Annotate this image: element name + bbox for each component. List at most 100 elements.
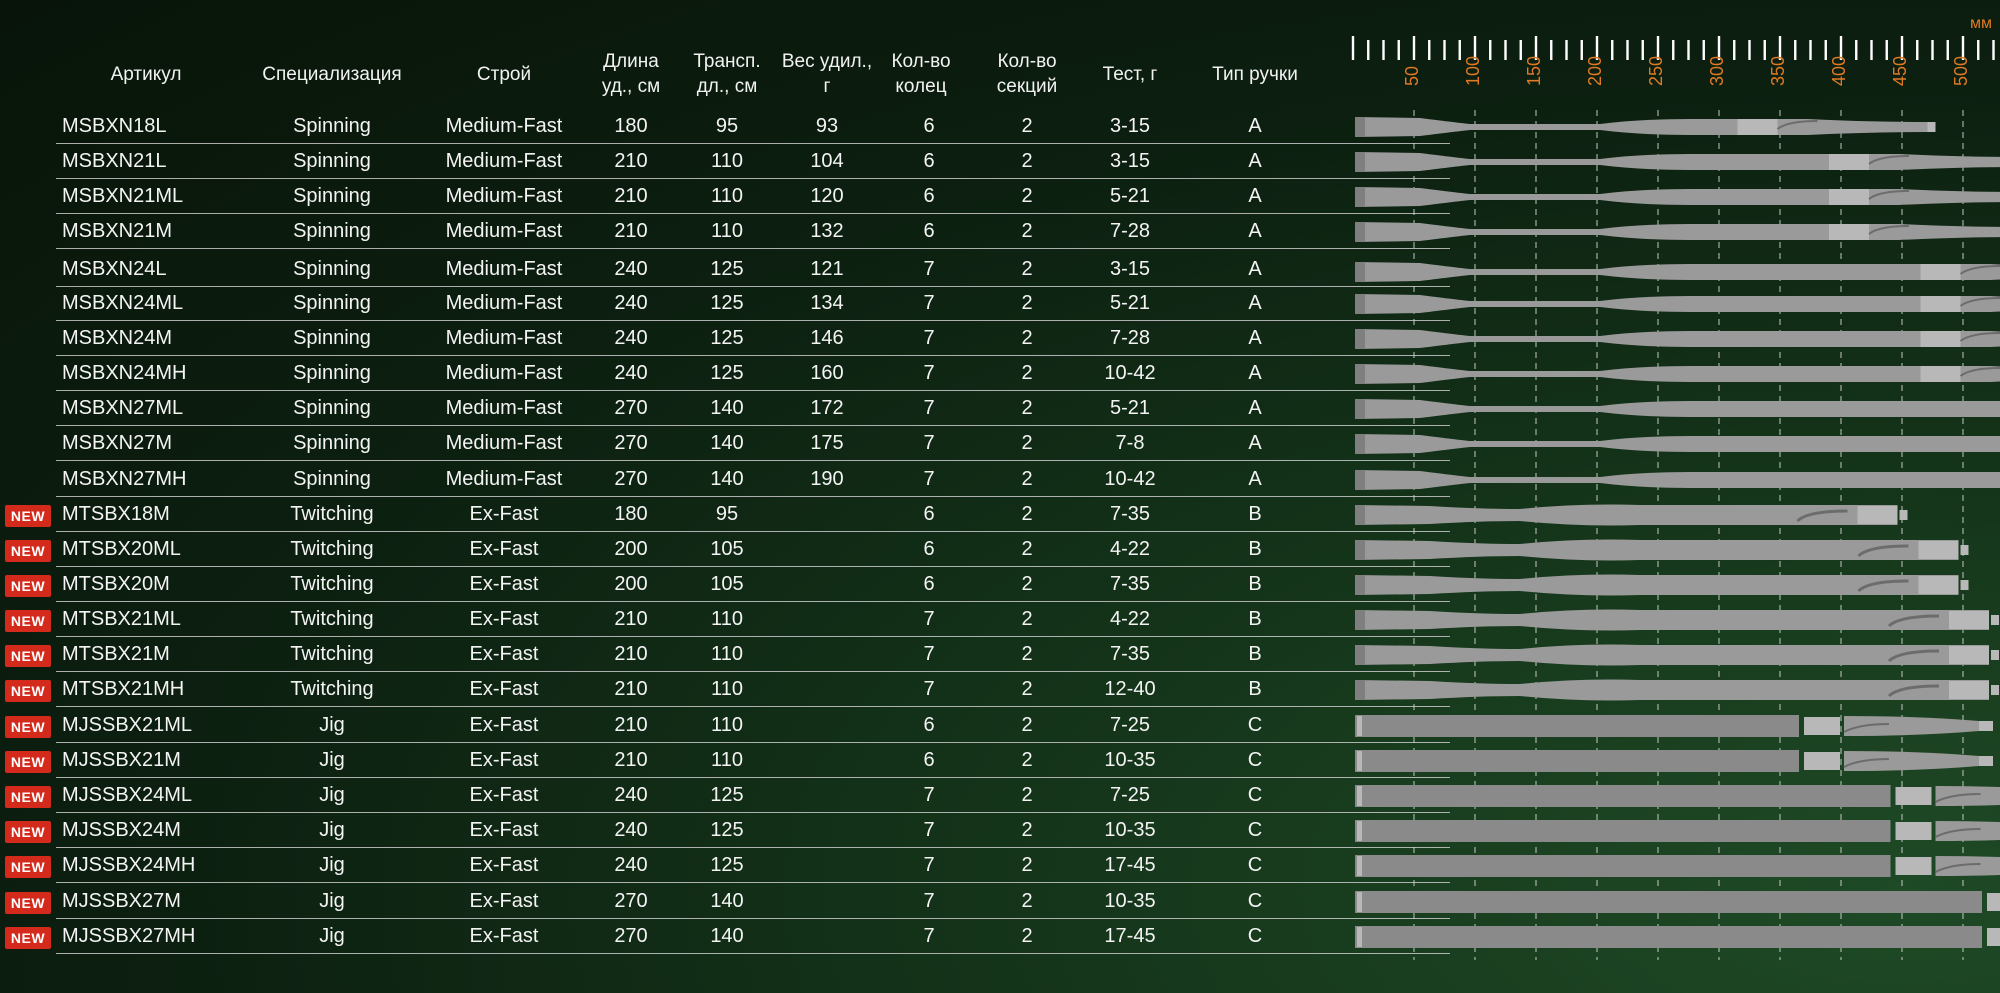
cell-handle: A (1248, 397, 1262, 419)
cell-weight: 160 (810, 362, 844, 384)
row-divider (56, 248, 1450, 249)
row-divider (56, 636, 1450, 637)
cell-transport: 95 (715, 115, 739, 137)
row-divider (56, 425, 1450, 426)
ruler-label: 50 (1402, 66, 1422, 86)
cell-handle: C (1247, 784, 1263, 806)
cell-article: MTSBX20ML (62, 538, 181, 560)
cell-article: MJSSBX21ML (62, 714, 193, 736)
ruler-unit-label: мм (1970, 15, 1992, 32)
cell-rings: 6 (923, 185, 935, 207)
cell-weight: 190 (810, 468, 844, 490)
ruler-label: 400 (1829, 56, 1849, 86)
cell-transport: 140 (710, 468, 744, 490)
table-row: NEW MJSSBX24MH Jig Ex-Fast 240 125 7 2 17-45 C (0, 848, 1450, 883)
cell-weight: 172 (810, 397, 844, 419)
cell-action: Medium-Fast (445, 185, 563, 207)
table-row: NEW MTSBX18M Twitching Ex-Fast 180 95 6 2 7-35 B (0, 497, 1450, 532)
row-divider (56, 671, 1450, 672)
cell-spec: Twitching (290, 538, 374, 560)
table-row: MSBXN27MH Spinning Medium-Fast 270 140 190 7 2 1… (0, 462, 1450, 497)
cell-rings: 7 (923, 468, 935, 490)
row-divider (56, 601, 1450, 602)
ruler-label: 450 (1890, 56, 1910, 86)
cell-test: 10-35 (1104, 749, 1156, 771)
cell-weight: 175 (810, 432, 844, 454)
cell-sections: 2 (1021, 643, 1033, 665)
cell-sections: 2 (1021, 115, 1033, 137)
cell-spec: Twitching (290, 678, 374, 700)
cell-test: 10-42 (1104, 362, 1156, 384)
cell-spec: Jig (319, 714, 345, 736)
cell-rings: 7 (923, 292, 935, 314)
cell-test: 5-21 (1109, 397, 1151, 419)
cell-spec: Twitching (290, 573, 374, 595)
cell-handle: B (1248, 678, 1262, 700)
cell-test: 3-15 (1109, 150, 1151, 172)
cell-action: Ex-Fast (469, 890, 539, 912)
cell-handle: B (1248, 643, 1262, 665)
cell-rings: 6 (923, 115, 935, 137)
rod-silhouette (1355, 504, 1908, 526)
cell-sections: 2 (1021, 749, 1033, 771)
cell-spec: Spinning (293, 220, 371, 242)
cell-article: MTSBX21M (62, 643, 170, 665)
cell-action: Ex-Fast (469, 854, 539, 876)
cell-rings: 7 (923, 819, 935, 841)
cell-weight: 120 (810, 185, 844, 207)
row-divider (56, 531, 1450, 532)
row-divider (56, 706, 1450, 707)
table-row: MSBXN18L Spinning Medium-Fast 180 95 93 6 2 3-15… (0, 109, 1450, 144)
rod-silhouette (1355, 294, 2000, 314)
cell-article: MTSBX20M (62, 573, 170, 595)
cell-article: MSBXN27M (62, 432, 173, 454)
row-divider (56, 178, 1450, 179)
cell-length: 240 (614, 784, 648, 806)
cell-test: 5-21 (1109, 292, 1151, 314)
rod-silhouette (1355, 434, 2000, 454)
cell-rings: 7 (923, 854, 935, 876)
row-divider (56, 460, 1450, 461)
cell-sections: 2 (1021, 608, 1033, 630)
row-divider (56, 320, 1450, 321)
cell-action: Medium-Fast (445, 432, 563, 454)
cell-rings: 7 (923, 258, 935, 280)
cell-spec: Jig (319, 854, 345, 876)
row-divider (56, 882, 1450, 883)
table-row: MSBXN24ML Spinning Medium-Fast 240 125 134 7 2 5… (0, 286, 1450, 321)
cell-handle: A (1248, 220, 1262, 242)
row-divider (56, 742, 1450, 743)
cell-spec: Spinning (293, 362, 371, 384)
row-divider (56, 143, 1450, 144)
cell-spec: Jig (319, 890, 345, 912)
cell-test: 7-35 (1109, 573, 1151, 595)
cell-action: Ex-Fast (469, 643, 539, 665)
new-badge: NEW (5, 610, 51, 632)
cell-article: MSBXN21M (62, 220, 173, 242)
cell-sections: 2 (1021, 678, 1033, 700)
table-row: NEW MJSSBX24ML Jig Ex-Fast 240 125 7 2 7-25 C (0, 778, 1450, 813)
cell-rings: 6 (923, 749, 935, 771)
cell-sections: 2 (1021, 258, 1033, 280)
table-row: NEW MTSBX21ML Twitching Ex-Fast 210 110 7 2 4-22… (0, 602, 1450, 637)
cell-spec: Twitching (290, 608, 374, 630)
cell-article: MTSBX21ML (62, 608, 181, 630)
cell-sections: 2 (1021, 468, 1033, 490)
row-divider (56, 566, 1450, 567)
cell-length: 270 (614, 925, 648, 947)
cell-sections: 2 (1021, 220, 1033, 242)
cell-action: Medium-Fast (445, 397, 563, 419)
rod-silhouette (1355, 750, 1993, 772)
ruler-label: 300 (1707, 56, 1727, 86)
cell-test: 4-22 (1109, 538, 1151, 560)
cell-length: 270 (614, 468, 648, 490)
row-divider (56, 812, 1450, 813)
cell-action: Ex-Fast (469, 608, 539, 630)
cell-article: MSBXN18L (62, 115, 167, 137)
cell-test: 17-45 (1104, 925, 1156, 947)
cell-action: Medium-Fast (445, 292, 563, 314)
cell-rings: 6 (923, 538, 935, 560)
new-badge: NEW (5, 575, 51, 597)
new-badge: NEW (5, 892, 51, 914)
rod-silhouette (1355, 820, 2000, 842)
